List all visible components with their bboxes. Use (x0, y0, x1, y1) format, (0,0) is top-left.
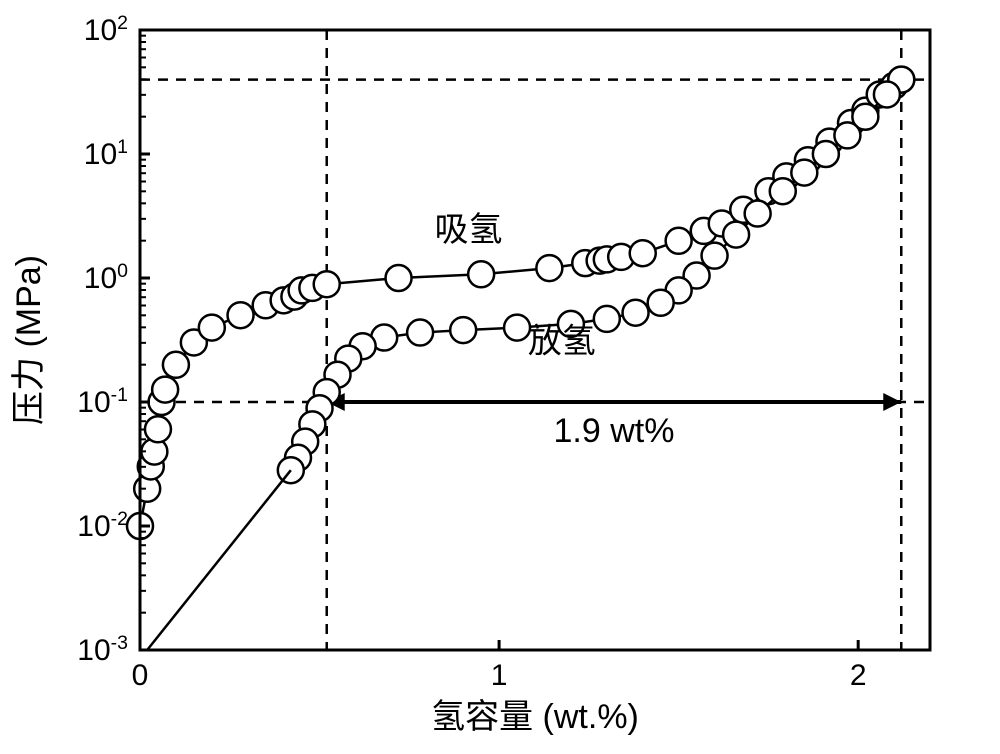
desorption-marker (450, 317, 476, 343)
desorption-label: 放氢 (528, 322, 596, 360)
desorption-marker (813, 141, 839, 167)
desorption-marker (874, 81, 900, 107)
x-tick-label: 1 (491, 659, 508, 692)
absorption-marker (163, 352, 189, 378)
desorption-marker (834, 122, 860, 148)
absorption-marker (630, 240, 656, 266)
desorption-marker (745, 201, 771, 227)
absorption-marker (666, 228, 692, 254)
capacity-label: 1.9 wt% (554, 412, 675, 450)
y-axis-label: 压力 (MPa) (10, 255, 48, 425)
pct-chart: 01210-310-210-1100101102氢容量 (wt.%)压力 (MP… (0, 0, 1000, 754)
desorption-marker (791, 160, 817, 186)
desorption-marker (648, 290, 674, 316)
absorption-marker (314, 271, 340, 297)
desorption-marker (770, 178, 796, 204)
absorption-marker (386, 265, 412, 291)
x-axis-label: 氢容量 (wt.%) (431, 698, 639, 736)
absorption-marker (152, 377, 178, 403)
desorption-marker (504, 315, 530, 341)
absorption-marker (228, 302, 254, 328)
desorption-marker (723, 222, 749, 248)
desorption-marker (407, 320, 433, 346)
desorption-marker (623, 300, 649, 326)
absorption-label: 吸氢 (434, 211, 502, 249)
absorption-marker (468, 261, 494, 287)
x-tick-label: 2 (850, 659, 867, 692)
absorption-marker (199, 315, 225, 341)
chart-container: 01210-310-210-1100101102氢容量 (wt.%)压力 (MP… (0, 0, 1000, 754)
x-tick-label: 0 (132, 659, 149, 692)
absorption-marker (145, 416, 171, 442)
desorption-marker (594, 306, 620, 332)
absorption-marker (536, 255, 562, 281)
